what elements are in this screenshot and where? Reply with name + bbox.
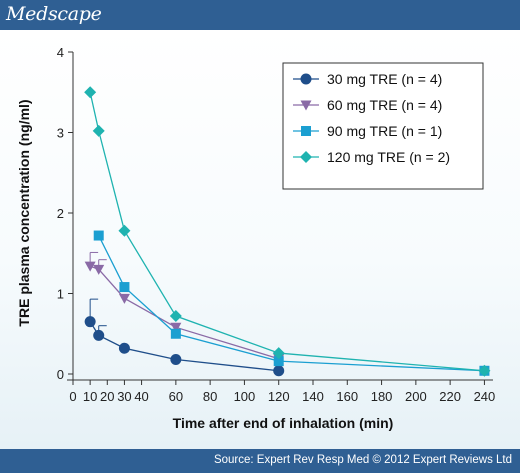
data-point xyxy=(273,365,285,377)
legend-label: 90 mg TRE (n = 1) xyxy=(327,123,442,139)
y-tick-label: 4 xyxy=(57,45,64,60)
series-line-4 xyxy=(89,92,485,372)
y-tick-label: 1 xyxy=(57,287,64,302)
brand-logo: Medscape xyxy=(6,3,102,25)
legend-marker xyxy=(300,73,312,85)
series-line-1 xyxy=(89,321,279,372)
y-tick-label: 2 xyxy=(57,206,64,221)
data-point xyxy=(118,224,131,237)
x-tick-label: 240 xyxy=(474,389,496,404)
data-point xyxy=(93,264,105,275)
data-point xyxy=(272,347,285,360)
legend-label: 60 mg TRE (n = 4) xyxy=(327,97,442,113)
data-point xyxy=(170,328,181,339)
data-point xyxy=(119,282,130,293)
data-point xyxy=(84,316,96,328)
header-bar: Medscape xyxy=(0,0,520,30)
data-point xyxy=(118,293,130,304)
x-tick-label: 30 xyxy=(117,389,131,404)
legend-marker xyxy=(300,151,312,163)
x-tick-label: 160 xyxy=(336,389,358,404)
x-tick-label: 200 xyxy=(405,389,427,404)
x-tick-label: 120 xyxy=(268,389,290,404)
data-point xyxy=(478,364,491,377)
series-line-3 xyxy=(98,235,485,372)
x-tick-label: 60 xyxy=(169,389,183,404)
y-tick-label: 3 xyxy=(57,126,64,141)
x-tick-label: 40 xyxy=(134,389,148,404)
x-tick-label: 100 xyxy=(234,389,256,404)
y-axis-title: TRE plasma concentration (ng/ml) xyxy=(16,99,32,326)
source-credit: Source: Expert Rev Resp Med © 2012 Exper… xyxy=(213,454,512,466)
legend-label: 30 mg TRE (n = 4) xyxy=(327,71,442,87)
data-point xyxy=(170,354,182,366)
data-point xyxy=(84,261,96,272)
data-point xyxy=(169,310,182,323)
y-tick-label: 0 xyxy=(57,367,64,382)
data-point xyxy=(93,230,104,241)
legend-label: 120 mg TRE (n = 2) xyxy=(327,149,450,165)
x-tick-label: 80 xyxy=(203,389,217,404)
data-point xyxy=(170,322,182,333)
footer-bar: Source: Expert Rev Resp Med © 2012 Exper… xyxy=(0,449,520,473)
x-tick-label: 0 xyxy=(69,389,76,404)
data-point xyxy=(84,86,97,99)
x-tick-label: 10 xyxy=(83,389,97,404)
x-axis-title: Time after end of inhalation (min) xyxy=(173,415,394,431)
x-tick-label: 220 xyxy=(439,389,461,404)
data-point xyxy=(118,342,130,354)
x-tick-label: 140 xyxy=(302,389,324,404)
chart-panel: 0 1 2 3 4 0 10 20 30 40 60 80 100 120 140 160 180 200 220 2… xyxy=(0,30,520,449)
legend-marker xyxy=(301,126,311,136)
x-tick-label: 180 xyxy=(371,389,393,404)
data-point xyxy=(93,329,105,341)
data-point xyxy=(92,124,105,137)
data-point xyxy=(273,356,284,367)
x-tick-label: 20 xyxy=(100,389,114,404)
legend-marker xyxy=(300,100,312,111)
legend-box xyxy=(282,62,484,190)
